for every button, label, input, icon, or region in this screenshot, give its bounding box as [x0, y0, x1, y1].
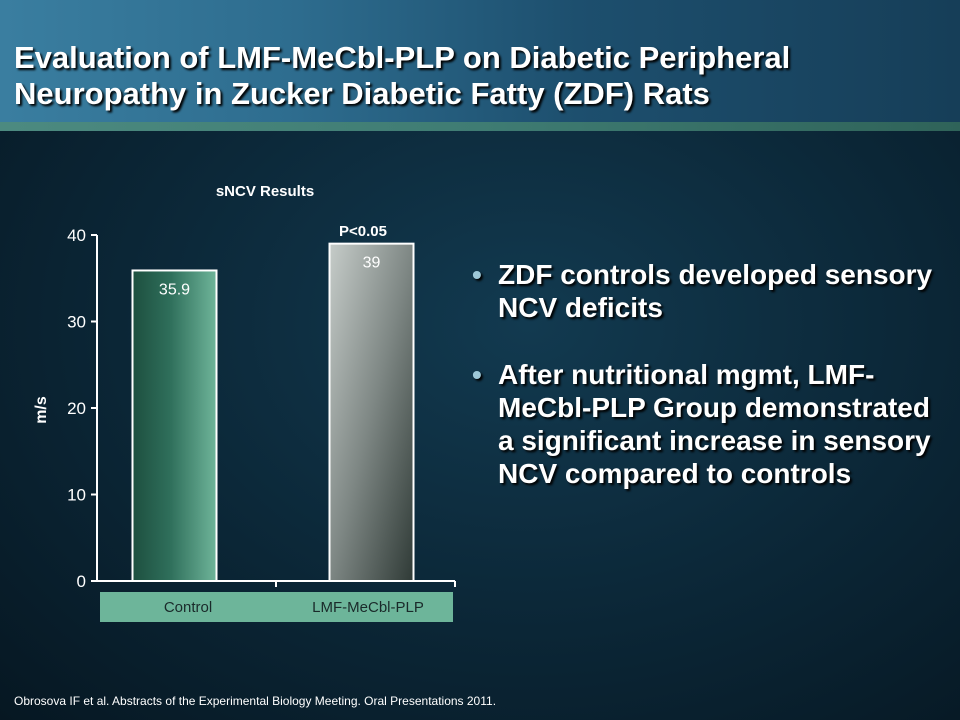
y-tick-label: 40	[67, 226, 86, 245]
bullet-item: • ZDF controls developed sensory NCV def…	[472, 258, 942, 324]
data-label: 39	[363, 255, 381, 272]
bullet-list: • ZDF controls developed sensory NCV def…	[472, 258, 942, 524]
y-tick-label: 30	[67, 313, 86, 332]
bar-control	[131, 269, 218, 582]
chart-title: sNCV Results	[215, 183, 315, 200]
category-label: Control	[164, 599, 212, 616]
category-label-band	[100, 592, 453, 622]
bar-lmf-mecbl-plp	[328, 242, 415, 582]
title-banner: Evaluation of LMF-MeCbl-PLP on Diabetic …	[0, 0, 960, 131]
y-tick-label: 0	[77, 572, 86, 591]
data-label: 35.9	[159, 281, 190, 298]
y-tick-label: 20	[67, 399, 86, 418]
y-tick-label: 10	[67, 486, 86, 505]
bullet-item: • After nutritional mgmt, LMF-MeCbl-PLP …	[472, 358, 942, 490]
slide-title: Evaluation of LMF-MeCbl-PLP on Diabetic …	[14, 40, 791, 111]
bullet-text: ZDF controls developed sensory NCV defic…	[498, 259, 933, 323]
footnote: Obrosova IF et al. Abstracts of the Expe…	[14, 694, 497, 708]
bullet-text: After nutritional mgmt, LMF-MeCbl-PLP Gr…	[498, 359, 931, 489]
bullet-dot-icon: •	[472, 359, 482, 390]
significance-annotation: P<0.05	[339, 223, 387, 240]
y-axis-label: m/s	[33, 396, 50, 424]
category-label: LMF-MeCbl-PLP	[312, 599, 424, 616]
bullet-dot-icon: •	[472, 259, 482, 290]
